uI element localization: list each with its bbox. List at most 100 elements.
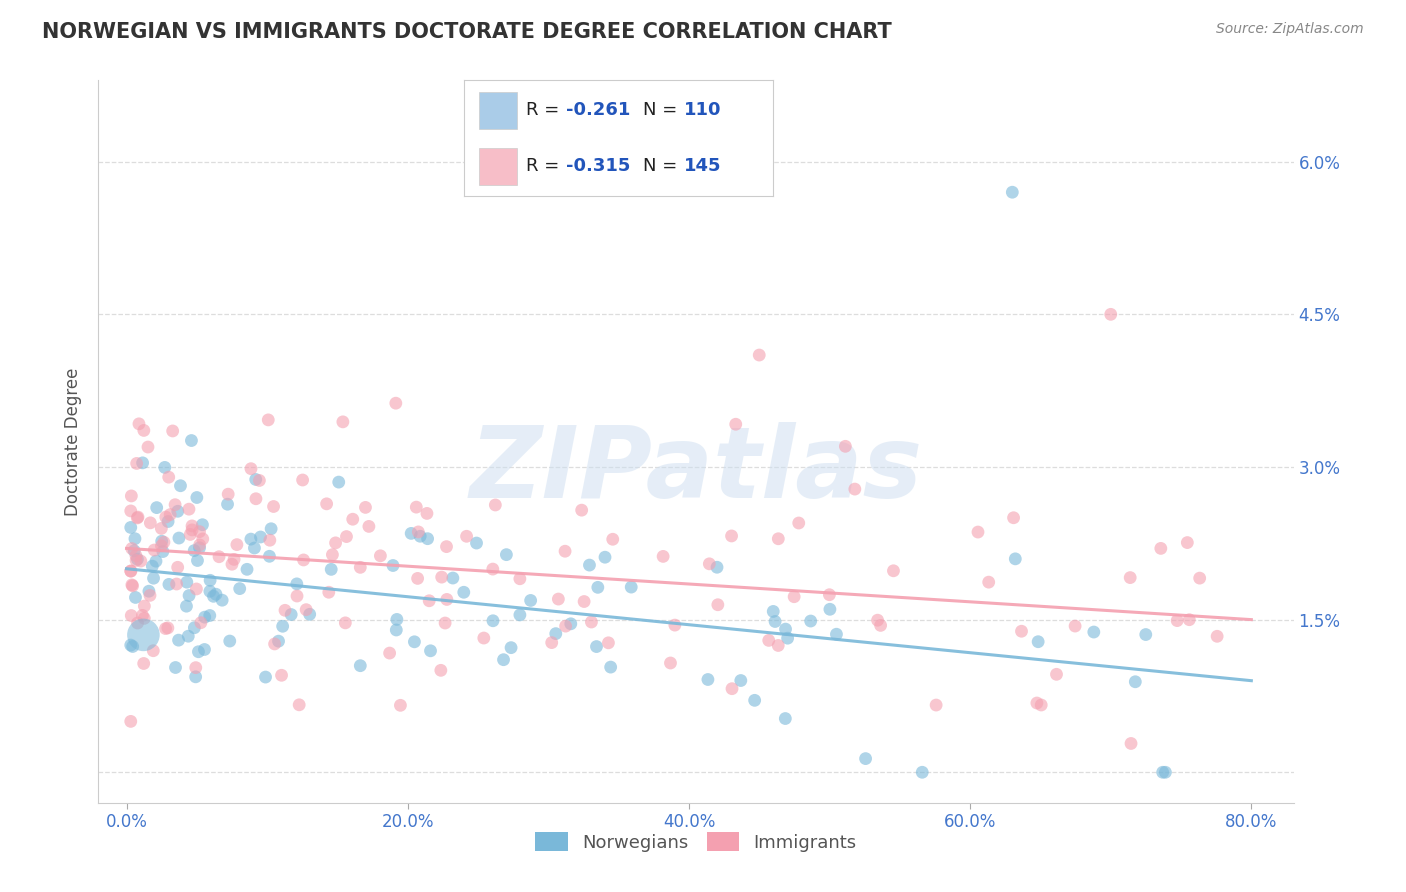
Point	[180, 434, 202, 448]
Point	[818, 588, 841, 602]
Point	[221, 558, 243, 572]
Point	[1135, 627, 1157, 641]
Point	[188, 541, 211, 555]
Point	[321, 562, 343, 576]
Point	[125, 457, 148, 471]
Point	[285, 589, 308, 603]
Point	[1119, 571, 1142, 585]
Point	[150, 534, 173, 549]
Point	[188, 524, 211, 539]
Point	[183, 621, 205, 635]
Text: R =: R =	[526, 157, 565, 175]
Point	[1011, 624, 1033, 639]
Point	[787, 516, 810, 530]
Point	[1119, 736, 1142, 750]
Point	[239, 532, 262, 546]
Point	[136, 440, 159, 454]
Point	[257, 413, 280, 427]
Point	[141, 559, 163, 574]
Point	[730, 673, 752, 688]
Point	[572, 594, 595, 608]
Point	[925, 698, 948, 712]
Point	[274, 603, 297, 617]
Point	[217, 497, 239, 511]
Point	[416, 507, 439, 521]
Point	[243, 541, 266, 555]
Point	[129, 554, 152, 568]
Point	[186, 553, 208, 567]
Point	[378, 646, 401, 660]
Point	[869, 618, 891, 632]
Point	[166, 577, 188, 591]
Point	[720, 529, 742, 543]
Point	[169, 479, 191, 493]
Point	[481, 562, 503, 576]
Point	[124, 591, 146, 605]
Point	[132, 628, 155, 642]
Point	[328, 475, 350, 489]
Point	[967, 524, 990, 539]
Point	[659, 656, 682, 670]
Point	[593, 550, 616, 565]
Point	[183, 543, 205, 558]
Point	[177, 629, 200, 643]
Point	[763, 615, 786, 629]
Point	[385, 612, 408, 626]
Point	[176, 599, 198, 614]
Point	[131, 456, 153, 470]
Point	[218, 634, 240, 648]
Point	[152, 544, 174, 558]
Point	[120, 564, 142, 578]
Point	[456, 529, 478, 543]
Point	[855, 751, 877, 765]
Point	[495, 548, 517, 562]
Point	[707, 598, 730, 612]
Point	[190, 615, 212, 630]
Point	[818, 602, 841, 616]
Point	[436, 592, 458, 607]
Point	[124, 532, 146, 546]
FancyBboxPatch shape	[479, 92, 516, 129]
Point	[1025, 696, 1047, 710]
Point	[157, 470, 180, 484]
Point	[127, 510, 149, 524]
Point	[263, 500, 285, 514]
Point	[585, 640, 607, 654]
Point	[295, 602, 318, 616]
Point	[408, 524, 430, 539]
Point	[236, 562, 259, 576]
Point	[131, 608, 153, 623]
Point	[121, 579, 143, 593]
Point	[844, 482, 866, 496]
Point	[245, 472, 267, 486]
Point	[581, 615, 603, 629]
Point	[211, 593, 233, 607]
Point	[664, 618, 686, 632]
Text: -0.315: -0.315	[567, 157, 630, 175]
Point	[834, 439, 856, 453]
Point	[162, 424, 184, 438]
Point	[547, 592, 569, 607]
Point	[404, 635, 426, 649]
Point	[120, 489, 142, 503]
Point	[1188, 571, 1211, 585]
Point	[775, 712, 797, 726]
Point	[1002, 510, 1025, 524]
Point	[122, 543, 145, 558]
Point	[225, 538, 247, 552]
Point	[259, 533, 281, 548]
Text: Source: ZipAtlas.com: Source: ZipAtlas.com	[1216, 22, 1364, 37]
Point	[288, 698, 311, 712]
Point	[321, 548, 343, 562]
Point	[783, 590, 806, 604]
Point	[315, 497, 337, 511]
Point	[1154, 765, 1177, 780]
Point	[696, 673, 718, 687]
Point	[134, 611, 156, 625]
Point	[977, 575, 1000, 590]
Point	[186, 582, 208, 596]
Point	[1026, 634, 1049, 648]
Point	[652, 549, 675, 564]
Point	[249, 530, 271, 544]
Text: N =: N =	[644, 102, 683, 120]
